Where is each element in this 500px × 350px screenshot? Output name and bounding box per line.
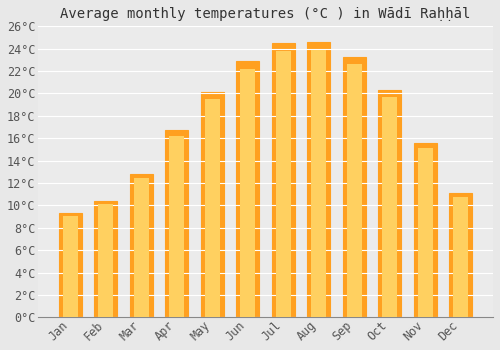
Bar — [63, 216, 78, 317]
Bar — [347, 64, 362, 317]
Bar — [166, 131, 188, 317]
Bar — [240, 69, 256, 317]
Bar — [414, 143, 437, 317]
Bar — [272, 43, 295, 317]
Bar — [343, 56, 366, 317]
Bar — [94, 201, 118, 317]
Bar — [378, 90, 402, 317]
Bar — [450, 193, 472, 317]
Bar — [201, 92, 224, 317]
Bar — [130, 174, 153, 317]
Bar — [170, 136, 184, 317]
Bar — [276, 51, 291, 317]
Bar — [418, 148, 433, 317]
Bar — [134, 178, 149, 317]
Bar — [312, 50, 326, 317]
Bar — [236, 61, 260, 317]
Title: Average monthly temperatures (°C ) in Wādī Raḥḥāl: Average monthly temperatures (°C ) in Wā… — [60, 7, 471, 21]
Bar — [98, 204, 114, 317]
Bar — [308, 42, 330, 317]
Bar — [59, 213, 82, 317]
Bar — [382, 97, 398, 317]
Bar — [454, 197, 468, 317]
Bar — [205, 99, 220, 317]
